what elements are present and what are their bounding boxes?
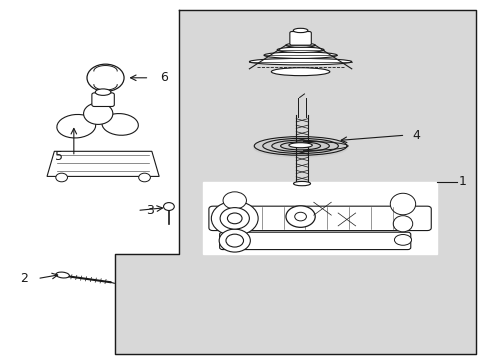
Ellipse shape	[56, 272, 69, 278]
Ellipse shape	[271, 68, 329, 76]
Polygon shape	[115, 10, 475, 354]
FancyBboxPatch shape	[208, 206, 430, 230]
Ellipse shape	[277, 47, 324, 53]
Circle shape	[163, 203, 174, 211]
FancyBboxPatch shape	[289, 32, 311, 45]
Ellipse shape	[392, 216, 412, 232]
Polygon shape	[203, 182, 436, 253]
Polygon shape	[47, 151, 159, 176]
Ellipse shape	[264, 52, 336, 58]
Circle shape	[225, 234, 243, 247]
Circle shape	[139, 173, 150, 182]
Circle shape	[294, 212, 306, 221]
Circle shape	[227, 213, 242, 224]
FancyBboxPatch shape	[92, 93, 114, 107]
Ellipse shape	[288, 143, 312, 148]
Ellipse shape	[389, 193, 415, 215]
Ellipse shape	[57, 114, 96, 138]
Text: 2: 2	[20, 272, 27, 285]
Ellipse shape	[394, 234, 411, 245]
Ellipse shape	[95, 89, 111, 95]
Ellipse shape	[293, 28, 307, 33]
Text: 3: 3	[146, 204, 154, 217]
Ellipse shape	[285, 43, 315, 47]
Ellipse shape	[102, 113, 138, 135]
Circle shape	[220, 208, 249, 229]
Text: 6: 6	[160, 71, 168, 84]
Circle shape	[56, 173, 67, 182]
Text: 4: 4	[412, 129, 420, 142]
Ellipse shape	[252, 138, 347, 158]
Circle shape	[219, 229, 250, 252]
Ellipse shape	[293, 181, 310, 186]
Circle shape	[211, 201, 258, 235]
FancyBboxPatch shape	[219, 232, 410, 249]
Circle shape	[87, 64, 124, 91]
Circle shape	[223, 192, 246, 209]
Ellipse shape	[83, 103, 113, 125]
Ellipse shape	[249, 58, 351, 65]
Circle shape	[285, 206, 315, 227]
Text: 5: 5	[55, 150, 63, 163]
Text: 1: 1	[458, 175, 466, 188]
